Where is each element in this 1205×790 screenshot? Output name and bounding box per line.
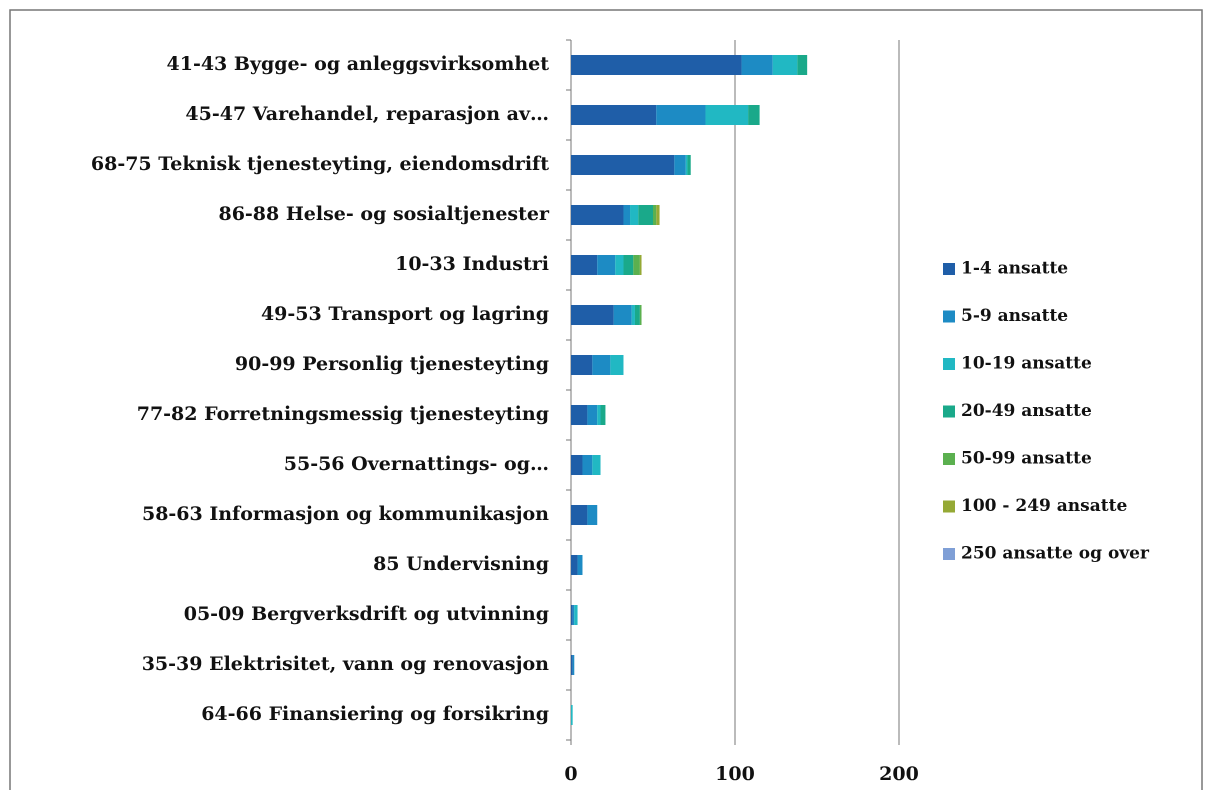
y-tick-label: 35-39 Elektrisitet, vann og renovasjon [142,653,549,675]
bar-segment [613,305,632,325]
bar-segment [610,355,624,375]
x-tick-label: 100 [715,763,755,785]
bar-segment [571,55,742,75]
legend-swatch [943,405,955,418]
legend-swatch [943,500,955,513]
x-tick-label: 0 [564,763,577,785]
bar-segment [633,255,640,275]
legend-swatch [943,548,955,560]
y-tick-label: 58-63 Informasjon og kommunikasjon [142,503,549,525]
bar-segment [592,355,611,375]
legend-swatch [943,453,955,465]
bar-segment [571,105,657,125]
bar-segment [615,255,624,275]
bar-segment [582,455,593,475]
bar-segment [571,305,614,325]
bar-segment [623,255,634,275]
legend-swatch [943,263,955,275]
bar-segment [639,305,642,325]
bar-segment [741,55,773,75]
bar-segment [674,155,686,175]
bar-segment [597,255,616,275]
legend-label: 50-99 ansatte [961,449,1092,469]
bar-segment [656,105,706,125]
bar-segment [685,155,688,175]
bar-segment [571,705,573,725]
bar-segment [592,455,601,475]
bar-segment [571,205,624,225]
x-tick-label: 200 [879,763,919,785]
y-tick-label: 41-43 Bygge- og anleggsvirksomhet [167,53,550,75]
bar-segment [638,205,653,225]
bar-segment [571,555,578,575]
bar-segment [653,205,657,225]
bar-segment [631,305,635,325]
bar-segment [656,205,660,225]
bar-segment [748,105,760,125]
bar-segment [630,205,639,225]
y-tick-label: 49-53 Transport og lagring [261,303,549,325]
y-tick-label: 68-75 Teknisk tjenesteyting, eiendomsdri… [91,153,549,175]
bar-segment [574,605,578,625]
y-tick-label: 85 Undervisning [373,553,549,575]
bar-segment [639,255,642,275]
legend-label: 10-19 ansatte [961,354,1092,374]
bar-segment [571,255,598,275]
bar-segment [623,205,631,225]
bar-segment [797,55,808,75]
bar-segment [571,605,573,625]
bar-segment [705,105,749,125]
chart-border [9,9,1203,790]
bar-segment [577,555,583,575]
legend-swatch [943,310,955,323]
y-tick-label: 86-88 Helse- og sosialtjenester [218,203,550,225]
y-tick-label: 55-56 Overnattings- og… [284,453,549,475]
bar-segment [571,405,588,425]
legend-label: 5-9 ansatte [961,306,1068,326]
legend-swatch [943,358,955,370]
y-tick-label: 10-33 Industri [395,253,549,275]
bar-segment [687,155,691,175]
legend-label: 100 - 249 ansatte [961,496,1127,516]
bar-segment [571,155,675,175]
bar-segment [572,655,575,675]
y-tick-label: 77-82 Forretningsmessig tjenesteyting [137,403,549,425]
bar-segment [572,605,575,625]
legend-label: 20-49 ansatte [961,401,1092,421]
legend-label: 250 ansatte og over [961,544,1150,564]
bar-segment [571,655,573,675]
y-tick-label: 64-66 Finansiering og forsikring [201,703,549,725]
y-tick-label: 90-99 Personlig tjenesteyting [235,353,549,375]
bar-segment [634,305,640,325]
bar-segment [600,405,606,425]
bar-segment [587,405,598,425]
bar-segment [772,55,798,75]
y-tick-label: 05-09 Bergverksdrift og utvinning [184,603,549,625]
y-tick-label: 45-47 Varehandel, reparasjon av… [185,103,549,125]
bar-segment [587,505,598,525]
bar-segment [571,355,593,375]
bar-segment [571,455,583,475]
bar-segment [571,505,588,525]
legend-label: 1-4 ansatte [961,259,1068,279]
bar-segment [597,405,601,425]
